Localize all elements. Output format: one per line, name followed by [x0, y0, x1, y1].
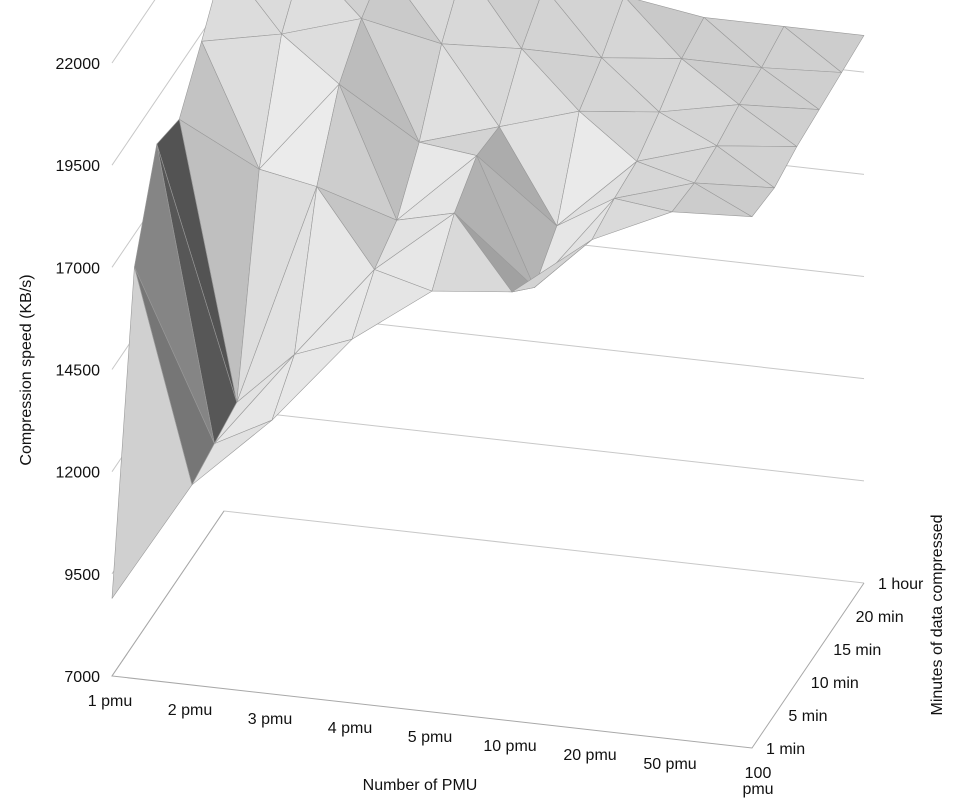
z-tick-label: 9500 — [64, 567, 100, 584]
z-axis-title: Compression speed (KB/s) — [18, 274, 35, 465]
x-tick-label: 5 pmu — [408, 729, 452, 746]
y-tick-label: 1 min — [766, 741, 805, 758]
surface-facet — [344, 0, 370, 19]
x-tick-label: 50 pmu — [643, 756, 696, 773]
x-tick-label: 4 pmu — [328, 720, 372, 737]
surface — [111, 0, 865, 599]
surface-facet — [191, 419, 273, 486]
surface-facet — [111, 266, 193, 599]
y-axis-title: Minutes of data compressed — [929, 515, 946, 716]
z-gridline — [111, 0, 156, 64]
y-tick-label: 5 min — [788, 708, 827, 725]
y-tick-label: 10 min — [811, 675, 859, 692]
chart-labels: 7000 9500 12000 14500 17000 19500 22000 1 pmu 2 … — [56, 56, 925, 798]
surface-facet — [431, 212, 513, 293]
z-tick-label: 19500 — [56, 158, 101, 175]
x-tick-label: 3 pmu — [248, 711, 292, 728]
y-tick-label: 1 hour — [878, 576, 924, 593]
surface-facet — [591, 198, 673, 240]
x-axis-title: Number of PMU — [363, 777, 478, 794]
x-tick-label: 1 pmu — [88, 693, 132, 710]
x-tick-label: 10 pmu — [483, 738, 536, 755]
x-tick-label: 2 pmu — [168, 702, 212, 719]
floor-frame — [111, 510, 865, 749]
z-tick-label: 22000 — [56, 56, 101, 73]
x-tick-label: 100 pmu — [742, 765, 773, 798]
y-tick-label: 20 min — [856, 609, 904, 626]
y-tick-label: 15 min — [833, 642, 881, 659]
x-tick-label: 20 pmu — [563, 747, 616, 764]
z-gridline — [111, 510, 865, 677]
z-tick-label: 7000 — [64, 669, 100, 686]
surface-facet — [511, 239, 593, 293]
surface-facet — [351, 269, 433, 340]
z-tick-label: 12000 — [56, 465, 101, 482]
z-tick-label: 14500 — [56, 363, 101, 380]
surface-facet — [671, 182, 753, 217]
z-tick-label: 17000 — [56, 260, 101, 277]
surface-facet — [271, 338, 353, 421]
surface-facet — [255, 0, 292, 35]
